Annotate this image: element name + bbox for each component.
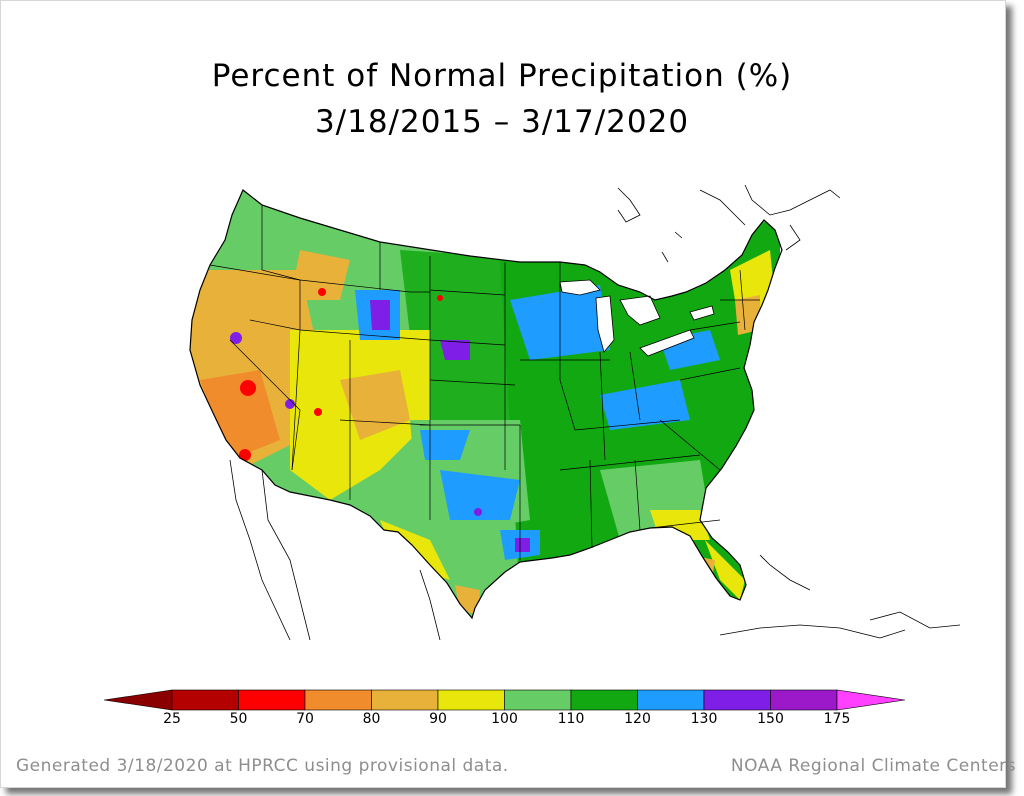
legend-tick-label: 50 bbox=[229, 711, 248, 727]
legend-tick-label: 110 bbox=[557, 711, 585, 727]
legend-tick-label: 90 bbox=[429, 711, 447, 727]
legend-tick-label: 175 bbox=[823, 711, 851, 727]
legend-tick-label: 150 bbox=[757, 711, 784, 727]
footer-source: NOAA Regional Climate Centers bbox=[730, 756, 1016, 776]
legend-swatch bbox=[371, 689, 439, 711]
legend-color-bar bbox=[103, 689, 906, 711]
legend-tick-label: 120 bbox=[624, 711, 651, 727]
legend-swatch bbox=[504, 689, 572, 711]
legend-tick-label: 70 bbox=[296, 711, 314, 727]
footer-generated-note: Generated 3/18/2020 at HPRCC using provi… bbox=[16, 756, 509, 776]
map-title: Percent of Normal Precipitation (%) bbox=[211, 58, 793, 94]
legend-swatch bbox=[238, 689, 306, 711]
legend-swatch bbox=[637, 689, 705, 711]
legend-swatch bbox=[304, 689, 372, 711]
legend-high-arrow bbox=[836, 689, 906, 711]
state-borders bbox=[209, 205, 760, 560]
legend-tick-label: 80 bbox=[362, 711, 381, 727]
legend-swatch bbox=[171, 689, 239, 711]
legend-swatch bbox=[570, 689, 638, 711]
legend-tick-label: 25 bbox=[163, 711, 181, 727]
neighbor-coastlines bbox=[229, 184, 961, 641]
great-lakes bbox=[559, 279, 715, 357]
legend-tick-label: 100 bbox=[491, 711, 518, 727]
map-date-range: 3/18/2015 – 3/17/2020 bbox=[314, 104, 690, 140]
legend-swatch bbox=[703, 689, 771, 711]
precip-field bbox=[190, 190, 780, 618]
legend-tick-label: 130 bbox=[690, 711, 718, 727]
legend-swatch bbox=[437, 689, 505, 711]
precipitation-map bbox=[103, 184, 961, 711]
legend-swatch bbox=[770, 689, 838, 711]
legend-low-arrow bbox=[103, 689, 173, 711]
